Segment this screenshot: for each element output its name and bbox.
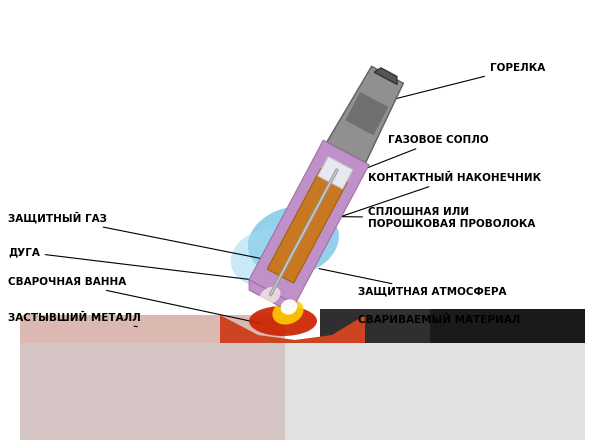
Polygon shape [20,343,585,440]
Text: ЗАСТЫВШИЙ МЕТАЛЛ: ЗАСТЫВШИЙ МЕТАЛЛ [8,313,141,326]
Text: КОНТАКТНЫЙ НАКОНЕЧНИК: КОНТАКТНЫЙ НАКОНЕЧНИК [287,173,541,235]
Ellipse shape [230,227,310,287]
Ellipse shape [249,306,317,336]
Polygon shape [220,315,365,343]
Text: СВАРОЧНАЯ ВАННА: СВАРОЧНАЯ ВАННА [8,277,261,323]
Polygon shape [20,315,285,343]
Text: ГОРЕЛКА: ГОРЕЛКА [374,63,545,104]
Text: ДУГА: ДУГА [8,247,278,283]
Polygon shape [320,309,585,343]
Text: ЗАЩИТНАЯ АТМОСФЕРА: ЗАЩИТНАЯ АТМОСФЕРА [319,269,506,297]
Polygon shape [20,343,285,440]
Polygon shape [374,68,397,84]
Ellipse shape [248,206,339,276]
Polygon shape [249,280,295,310]
Ellipse shape [260,287,281,304]
Text: СВАРИВАЕМЫЙ МАТЕРИАЛ: СВАРИВАЕМЫЙ МАТЕРИАЛ [358,315,520,325]
Polygon shape [320,309,430,343]
Polygon shape [318,157,353,189]
Polygon shape [345,92,388,135]
Text: ЗАЩИТНЫЙ ГАЗ: ЗАЩИТНЫЙ ГАЗ [8,212,308,268]
Text: ГАЗОВОЕ СОПЛО: ГАЗОВОЕ СОПЛО [296,135,488,196]
Polygon shape [267,169,347,283]
Ellipse shape [281,299,298,315]
Text: СПЛОШНАЯ ИЛИ
ПОРОШКОВАЯ ПРОВОЛОКА: СПЛОШНАЯ ИЛИ ПОРОШКОВАЯ ПРОВОЛОКА [298,207,535,229]
Polygon shape [327,66,403,163]
Ellipse shape [272,300,304,325]
Polygon shape [249,140,369,304]
